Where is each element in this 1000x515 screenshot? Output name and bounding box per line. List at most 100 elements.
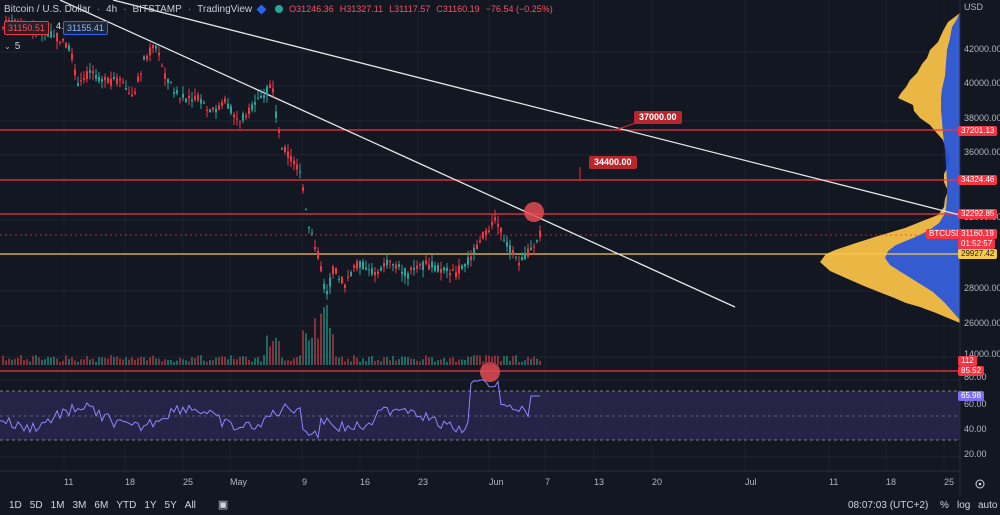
range-ytd[interactable]: YTD: [116, 500, 137, 511]
range-1m[interactable]: 1M: [50, 500, 65, 511]
volume-bar-37: [113, 357, 115, 365]
candle-body-152: [458, 265, 460, 274]
volume-bar-133: [401, 356, 403, 365]
candle-body-126: [380, 267, 382, 271]
candle-body-27: [83, 77, 85, 80]
rsi-tick-80: 80.00: [964, 372, 987, 382]
annotation-34400[interactable]: 34400.00: [589, 156, 637, 169]
badge-volume: 112: [958, 356, 977, 366]
candle-body-33: [101, 78, 103, 82]
volume-bar-74: [224, 356, 226, 365]
candle-body-179: [539, 230, 541, 237]
volume-bar-12: [38, 357, 40, 365]
percent-toggle[interactable]: %: [940, 500, 949, 511]
candle-body-117: [353, 265, 355, 268]
range-5d[interactable]: 5D: [29, 500, 43, 511]
candle-body-46: [140, 73, 142, 75]
candle-body-156: [470, 256, 472, 261]
ask-price-box[interactable]: 31155.41: [63, 21, 108, 35]
volume-bar-27: [83, 359, 85, 365]
candle-body-24: [74, 69, 76, 76]
volume-bar-143: [431, 357, 433, 365]
candle-body-41: [125, 88, 127, 90]
trendline-upper[interactable]: [112, 0, 961, 216]
range-5y[interactable]: 5Y: [164, 500, 177, 511]
volume-bar-105: [317, 338, 319, 365]
candle-body-0: [2, 27, 4, 29]
volume-bar-157: [473, 355, 475, 365]
layout-count: 5: [14, 41, 21, 52]
volume-bar-100: [302, 330, 304, 365]
volume-bar-47: [143, 357, 145, 365]
bid-price-box[interactable]: 31150.51: [4, 21, 49, 35]
volume-bar-76: [230, 355, 232, 365]
candle-body-116: [350, 272, 352, 277]
badge-rsi-85: 85.52: [958, 366, 985, 376]
candle-body-141: [425, 260, 427, 264]
volume-bar-59: [179, 357, 181, 365]
volume-bar-54: [164, 359, 166, 365]
axis-settings-icon[interactable]: [975, 479, 985, 489]
candle-body-90: [272, 88, 274, 93]
symbol-name[interactable]: Bitcoin / U.S. Dollar: [4, 3, 91, 15]
volume-bar-65: [197, 355, 199, 365]
time-label-25b: 25: [944, 477, 954, 487]
log-toggle[interactable]: log: [957, 500, 971, 511]
volume-bar-93: [281, 357, 283, 365]
candle-body-28: [86, 71, 88, 80]
header-separator-3: ·: [187, 3, 192, 15]
volume-bar-141: [425, 355, 427, 365]
range-1y[interactable]: 1Y: [144, 500, 157, 511]
candle-body-100: [302, 187, 304, 191]
time-label-20: 20: [652, 477, 662, 487]
range-6m[interactable]: 6M: [94, 500, 109, 511]
range-all[interactable]: All: [184, 500, 196, 511]
candle-body-84: [254, 101, 256, 105]
rsi-overbought-circle[interactable]: [480, 362, 500, 382]
candle-body-175: [527, 248, 529, 257]
volume-bar-36: [110, 355, 112, 365]
volume-bar-71: [215, 357, 217, 365]
trend-break-circle[interactable]: [524, 202, 544, 222]
volume-bar-43: [131, 357, 133, 365]
date-range-icon[interactable]: ▣: [217, 499, 229, 511]
visibility-icon[interactable]: [256, 4, 267, 14]
range-3m[interactable]: 3M: [72, 500, 87, 511]
volume-bar-45: [137, 357, 139, 365]
candle-body-118: [356, 261, 358, 269]
auto-toggle[interactable]: auto: [978, 500, 998, 511]
candle-body-99: [299, 171, 301, 173]
volume-bar-26: [80, 359, 82, 365]
interval-label[interactable]: 4h: [106, 3, 118, 15]
volume-bar-99: [299, 355, 301, 365]
timezone-clock[interactable]: 08:07:03 (UTC+2): [848, 500, 929, 511]
candle-body-80: [242, 113, 244, 121]
candle-body-60: [182, 93, 184, 98]
volume-bar-89: [269, 346, 271, 365]
candle-body-1: [5, 19, 7, 23]
candle-body-15: [47, 33, 49, 37]
candle-body-37: [113, 76, 115, 80]
annotation-37000[interactable]: 37000.00: [634, 111, 682, 124]
volume-bar-122: [368, 356, 370, 365]
candle-body-25: [77, 83, 79, 87]
time-label-9: 9: [302, 477, 307, 487]
volume-bar-103: [311, 337, 313, 365]
volume-bar-101: [305, 333, 307, 365]
volume-bar-127: [383, 357, 385, 365]
volume-bar-114: [344, 361, 346, 365]
volume-bars: [2, 304, 541, 365]
badge-32292: 32292.85: [958, 209, 998, 219]
badge-37201: 37201.13: [958, 126, 998, 136]
volume-bar-48: [146, 360, 148, 365]
candle-body-22: [68, 45, 70, 51]
volume-bar-154: [464, 359, 466, 365]
trendline-lower[interactable]: [59, 0, 736, 308]
volume-bar-83: [251, 361, 253, 365]
range-1d[interactable]: 1D: [9, 500, 22, 511]
time-label-jul: Jul: [745, 477, 757, 487]
volume-bar-130: [392, 355, 394, 365]
volume-bar-168: [506, 355, 508, 365]
collapse-icon[interactable]: ⌄: [4, 42, 11, 51]
